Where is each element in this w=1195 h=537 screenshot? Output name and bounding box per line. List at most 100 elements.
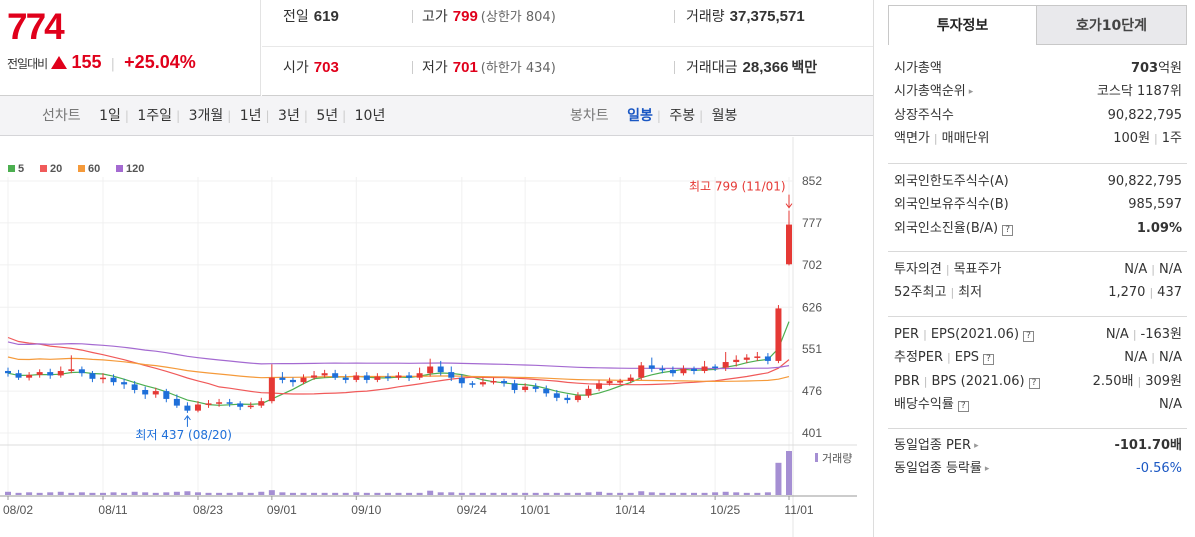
- volume-bar: [522, 492, 529, 495]
- period-1d[interactable]: 1일: [99, 108, 121, 124]
- high-annotation: 최고 799 (11/01): [689, 180, 786, 194]
- info-value-main: N/A: [1105, 327, 1129, 342]
- up-triangle-icon: [51, 56, 68, 69]
- help-icon[interactable]: ?: [983, 354, 995, 366]
- volume-bar: [15, 492, 22, 495]
- info-row: 배당수익률? N/A: [894, 393, 1182, 416]
- line-chart-label: 선차트: [42, 108, 81, 124]
- help-icon[interactable]: ?: [957, 400, 969, 412]
- candle-daily[interactable]: 일봉: [627, 108, 653, 124]
- candle-weekly[interactable]: 주봉: [669, 108, 696, 124]
- info-key-label: PBR: [894, 373, 920, 389]
- y-tick-label: 852: [802, 174, 822, 188]
- info-key-label: 동일업종 PER: [894, 438, 972, 453]
- info-key-label-2: BPS (2021.06): [931, 373, 1025, 389]
- period-5y[interactable]: 5년: [316, 108, 339, 124]
- info-row: 52주최고 | 최저 1,270 | 437: [894, 281, 1182, 304]
- volume-bar: [279, 492, 286, 495]
- info-key-label: 시가총액순위: [894, 84, 966, 100]
- investment-info-panel: 투자정보 호가10단계 시가총액 703억원 시가총액순위 ▸ 코스닥 1187위 상장주…: [873, 0, 1195, 537]
- info-row: 동일업종 등락률 ▸ -0.56%: [894, 457, 1182, 480]
- info-key: 52주최고 | 최저: [894, 281, 982, 304]
- volume-bar: [437, 492, 444, 495]
- info-value-2: 1주: [1161, 130, 1182, 146]
- chart-toolbar: 선차트 1일 | 1주일 | 3개월 | 1년 | 3년 | 5년 | 10년 봉차트 일봉…: [0, 96, 873, 136]
- period-3m[interactable]: 3개월: [188, 108, 224, 124]
- info-key: 배당수익률?: [894, 393, 969, 416]
- period-1w[interactable]: 1주일: [137, 108, 173, 124]
- tab-order-book[interactable]: 호가10단계: [1036, 5, 1187, 45]
- candle-body: [659, 368, 666, 371]
- info-key-label: 투자의견: [894, 262, 942, 277]
- candle-body: [395, 375, 402, 378]
- info-value-main: N/A: [1159, 396, 1182, 412]
- divider: [412, 10, 413, 23]
- period-3y[interactable]: 3년: [278, 108, 300, 124]
- info-key-label: 배당수익률: [894, 396, 954, 412]
- help-icon[interactable]: ?: [1002, 224, 1014, 236]
- legend-label: 60: [88, 163, 100, 175]
- candle-body: [754, 356, 761, 358]
- ma-120-line: [7, 341, 790, 370]
- caret-right-icon[interactable]: ▸: [984, 464, 990, 475]
- value-divider: |: [1132, 328, 1137, 341]
- info-tabs: 투자정보 호가10단계: [888, 5, 1187, 45]
- y-tick-label: 476: [802, 384, 822, 398]
- candle-body: [268, 377, 275, 402]
- current-price-box: 774 전일대비 155 | +25.04%: [0, 0, 261, 96]
- change-line: 전일대비 155 | +25.04%: [7, 52, 196, 73]
- period-1y[interactable]: 1년: [239, 108, 262, 124]
- candle-body: [743, 357, 750, 360]
- candle-body: [564, 397, 571, 401]
- divider: [674, 61, 675, 74]
- price-chart[interactable]: 852 777 702 626 551 476 401 5 20 60 120 최고 799 (11/…: [0, 137, 873, 537]
- tab-investment-info[interactable]: 투자정보: [888, 5, 1037, 45]
- volume-bar: [574, 492, 581, 495]
- help-icon[interactable]: ?: [1023, 331, 1035, 342]
- candle-body: [321, 373, 328, 376]
- caret-right-icon[interactable]: ▸: [974, 441, 979, 451]
- candle-body: [384, 376, 391, 379]
- info-key-label-2: 최저: [958, 285, 983, 301]
- current-price: 774: [7, 6, 65, 47]
- volume-bar: [585, 492, 592, 495]
- help-icon[interactable]: ?: [1028, 377, 1040, 389]
- x-tick-label: 10/25: [710, 503, 740, 517]
- key-divider: |: [933, 131, 938, 145]
- volume-bar: [669, 492, 676, 495]
- info-key-label-2: 목표주가: [953, 262, 1002, 277]
- key-divider: |: [923, 328, 927, 341]
- info-key-label: 액면가: [894, 130, 930, 146]
- volume-bar: [78, 492, 85, 495]
- x-tick-label: 08/11: [98, 503, 127, 517]
- caret-right-icon[interactable]: ▸: [968, 87, 974, 98]
- candle-body: [57, 370, 64, 376]
- volume-bar: [490, 492, 497, 495]
- candle-body: [78, 369, 85, 374]
- volume-bar: [406, 492, 413, 495]
- period-10y[interactable]: 10년: [354, 108, 386, 124]
- candle-body: [416, 373, 423, 378]
- candle-monthly[interactable]: 월봉: [711, 108, 738, 124]
- volume-bar: [163, 492, 170, 495]
- low-annotation: 최저 437 (08/20): [135, 428, 232, 442]
- volume-bar: [511, 492, 518, 495]
- volume-bar: [5, 491, 11, 495]
- info-row: PBR | BPS (2021.06)? 2.50배 | 309원: [894, 370, 1182, 393]
- low-price: 저가 701 (하한가 434): [422, 59, 556, 76]
- volume-bar: [743, 492, 750, 495]
- info-value: 코스닥 1187위: [1097, 80, 1182, 103]
- volume-bar: [173, 491, 180, 495]
- info-value-2: 309원: [1145, 373, 1182, 389]
- candle-body: [99, 377, 106, 380]
- volume-bar: [142, 492, 149, 495]
- info-value: 985,597: [1128, 193, 1182, 216]
- candle-body: [237, 403, 244, 407]
- volume-bar: [754, 492, 761, 495]
- volume-bar: [121, 492, 128, 495]
- info-key: 상장주식수: [894, 104, 954, 127]
- legend-swatch: [116, 165, 123, 172]
- candle-body: [606, 381, 613, 384]
- candle-body: [532, 386, 539, 389]
- candle-body: [691, 368, 698, 371]
